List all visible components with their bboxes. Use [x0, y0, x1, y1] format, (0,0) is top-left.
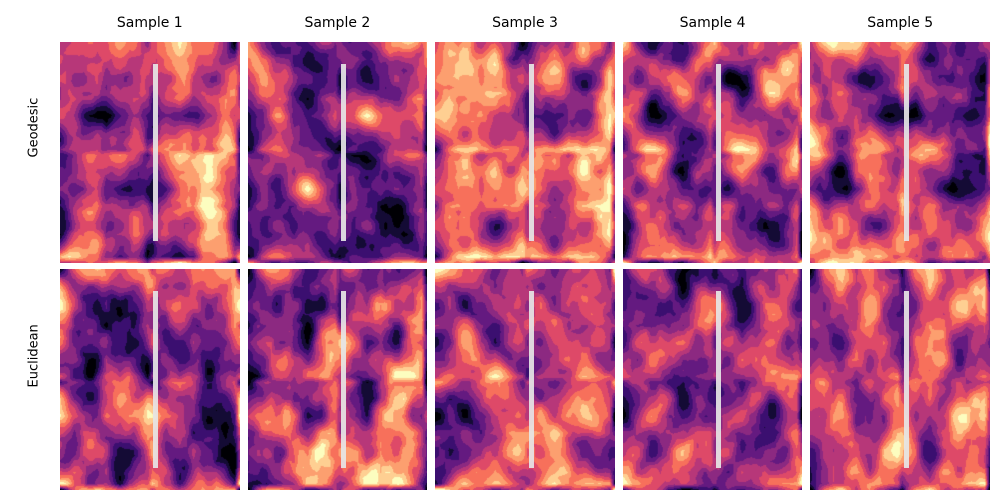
panel-r1-c3	[623, 269, 803, 490]
subplot-grid: Sample 1 Sample 2 Sample 3 Sample 4 Samp…	[60, 10, 990, 490]
row-label-geodesic: Geodesic	[27, 138, 42, 158]
panel-r1-c1	[248, 269, 428, 490]
heatmap-canvas	[810, 42, 990, 263]
panel-r1-c0	[60, 269, 240, 490]
col-title-3: Sample 3	[435, 10, 615, 36]
heatmap-canvas	[435, 269, 615, 490]
figure: Geodesic Euclidean Sample 1 Sample 2 Sam…	[60, 10, 990, 490]
col-title-2: Sample 2	[248, 10, 428, 36]
panel-r0-c1	[248, 42, 428, 263]
heatmap-canvas	[60, 42, 240, 263]
col-title-4: Sample 4	[623, 10, 803, 36]
panel-r0-c4	[810, 42, 990, 263]
panel-r0-c0	[60, 42, 240, 263]
heatmap-canvas	[248, 42, 428, 263]
heatmap-canvas	[435, 42, 615, 263]
panel-r1-c2	[435, 269, 615, 490]
row-label-euclidean: Euclidean	[27, 368, 42, 388]
col-title-1: Sample 1	[60, 10, 240, 36]
panel-r0-c3	[623, 42, 803, 263]
heatmap-canvas	[248, 269, 428, 490]
heatmap-canvas	[623, 269, 803, 490]
panel-r0-c2	[435, 42, 615, 263]
heatmap-canvas	[60, 269, 240, 490]
col-title-5: Sample 5	[810, 10, 990, 36]
heatmap-canvas	[623, 42, 803, 263]
panel-r1-c4	[810, 269, 990, 490]
heatmap-canvas	[810, 269, 990, 490]
